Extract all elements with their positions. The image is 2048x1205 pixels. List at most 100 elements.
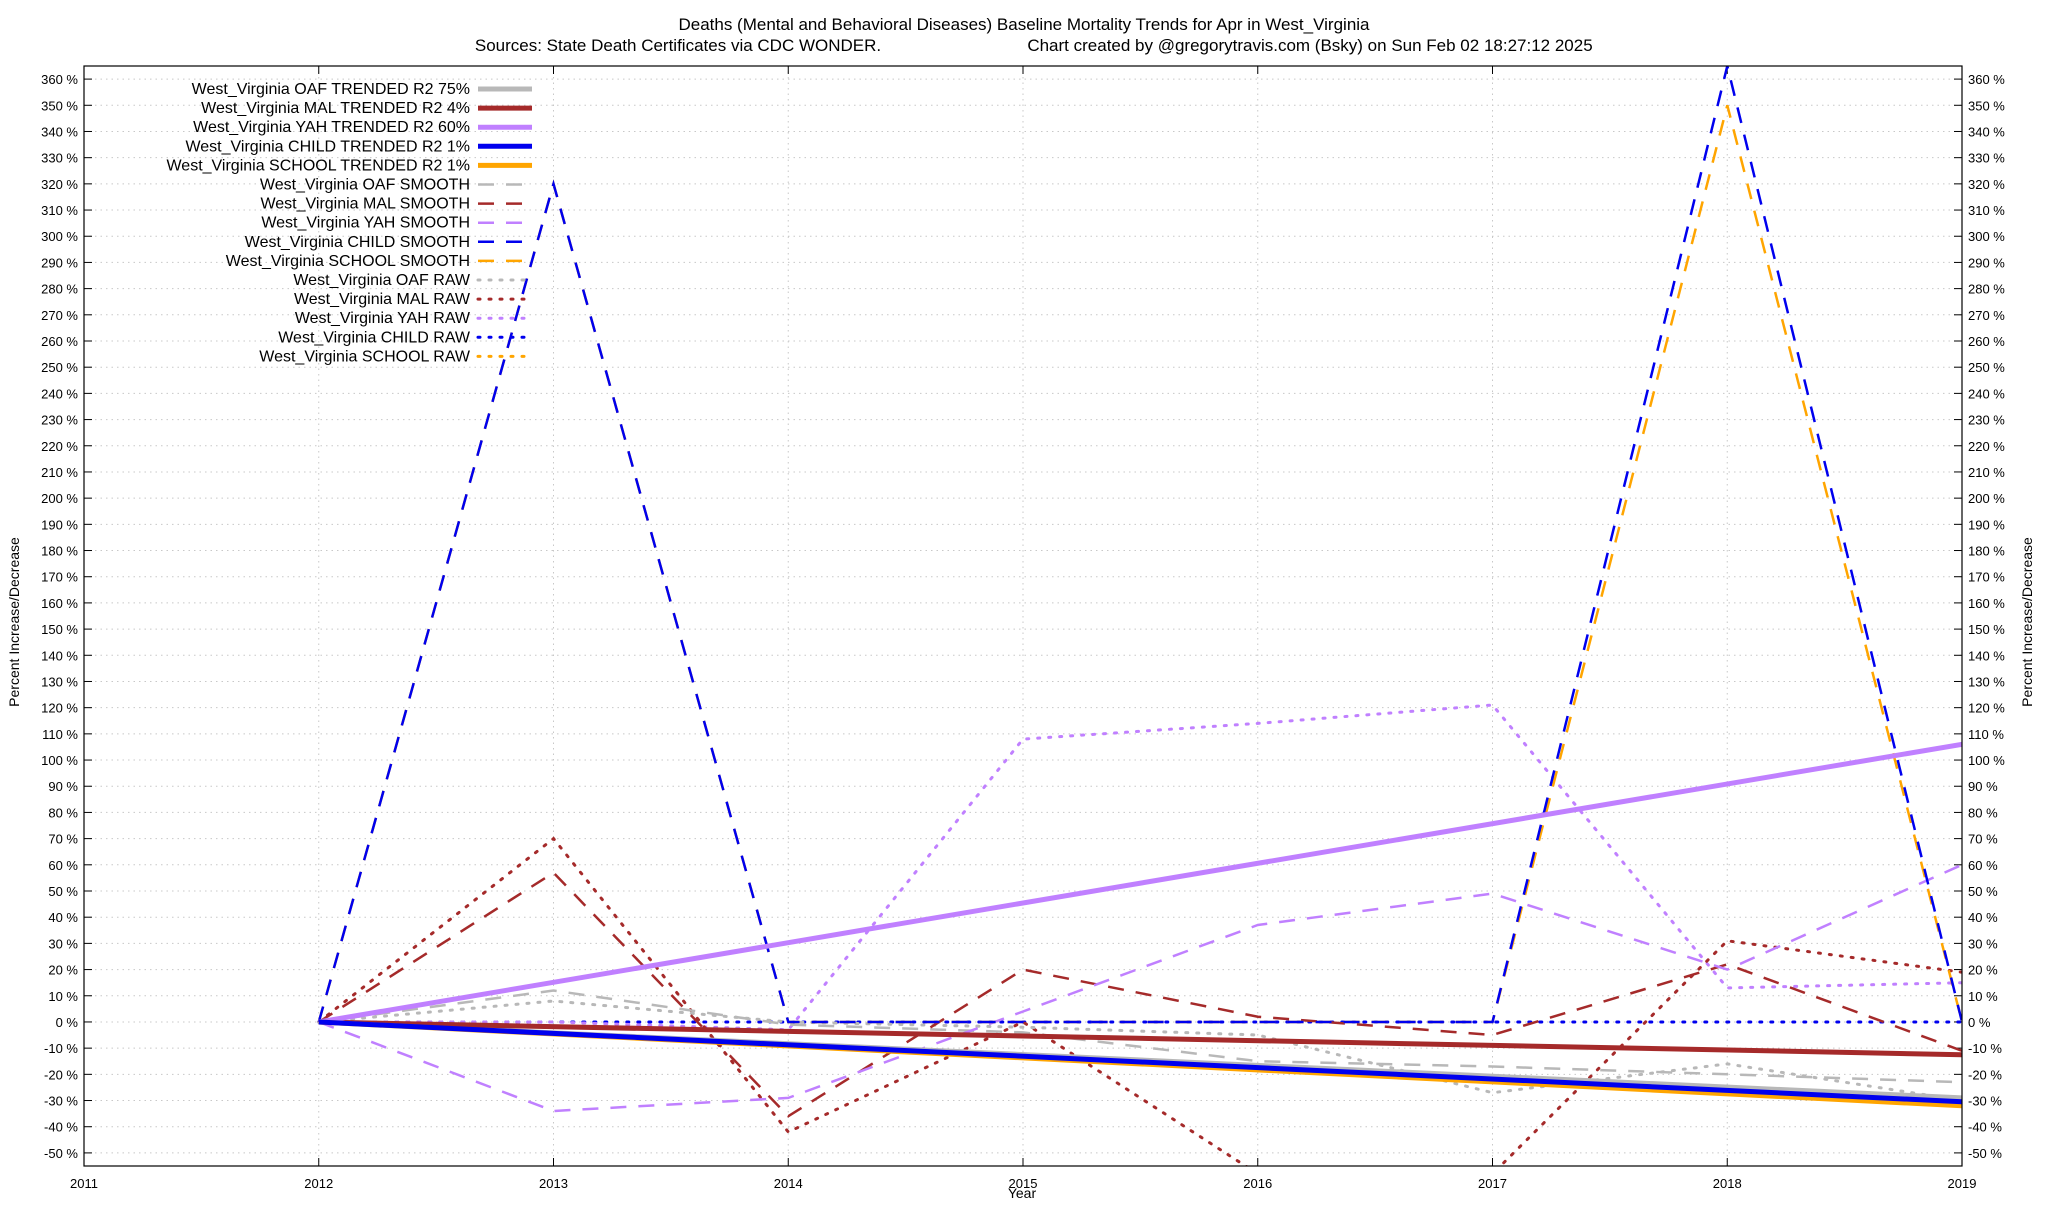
y-tick-label-right: 350 %	[1968, 98, 2005, 113]
y-tick-label-right: 60 %	[1968, 858, 1998, 873]
y-tick-label-left: 350 %	[41, 98, 78, 113]
y-tick-label-right: -40 %	[1968, 1120, 2002, 1135]
y-tick-label-right: 180 %	[1968, 544, 2005, 559]
legend-label: West_Virginia YAH RAW	[295, 310, 471, 327]
series-line-west-virginia-yah-raw	[317, 703, 1962, 1032]
series-line-west-virginia-mal-raw	[317, 836, 1962, 1166]
series-line-west-virginia-yah-smooth	[318, 863, 1962, 1113]
y-axis-label-right: Percent Increase/Decrease	[2019, 537, 2035, 707]
legend-label: West_Virginia CHILD TRENDED R2 1%	[185, 138, 470, 155]
y-tick-label-right: 230 %	[1968, 413, 2005, 428]
y-tick-label-left: 270 %	[41, 308, 78, 323]
y-tick-label-left: 210 %	[41, 465, 78, 480]
y-tick-label-left: 0 %	[56, 1015, 79, 1030]
y-tick-label-right: 80 %	[1968, 805, 1998, 820]
legend-label: West_Virginia OAF SMOOTH	[260, 177, 470, 194]
legend-label: West_Virginia OAF TRENDED R2 75%	[192, 81, 470, 98]
legend-label: West_Virginia MAL TRENDED R2 4%	[201, 100, 470, 117]
y-tick-label-left: 340 %	[41, 124, 78, 139]
y-tick-label-left: 30 %	[48, 936, 78, 951]
y-tick-label-right: 50 %	[1968, 884, 1998, 899]
y-tick-label-left: 330 %	[41, 151, 78, 166]
y-tick-label-left: 80 %	[48, 805, 78, 820]
axis-ticks: -50 % -50 % -40 % -40 % -30 % -30 % -20 % -20 %…	[41, 66, 2005, 1191]
y-tick-label-right: 30 %	[1968, 936, 1998, 951]
y-tick-label-left: 90 %	[48, 779, 78, 794]
series-line-west-virginia-oaf-raw	[317, 999, 1962, 1102]
y-tick-label-right: 280 %	[1968, 282, 2005, 297]
x-axis-label: Year	[1008, 1185, 1037, 1200]
y-axis-label-left: Percent Increase/Decrease	[6, 537, 22, 707]
y-tick-label-left: 180 %	[41, 544, 78, 559]
plot-frame	[83, 65, 1963, 1167]
y-tick-label-left: -40 %	[44, 1120, 78, 1135]
y-tick-label-right: 300 %	[1968, 229, 2005, 244]
y-tick-label-left: 160 %	[41, 596, 78, 611]
y-tick-label-left: -20 %	[44, 1067, 78, 1082]
legend-label: West_Virginia SCHOOL RAW	[259, 348, 471, 365]
y-tick-label-right: -50 %	[1968, 1146, 2002, 1161]
y-tick-label-right: 210 %	[1968, 465, 2005, 480]
legend-label: West_Virginia YAH SMOOTH	[261, 215, 470, 232]
y-tick-label-left: 260 %	[41, 334, 78, 349]
y-tick-label-left: 230 %	[41, 413, 78, 428]
y-tick-label-left: 190 %	[41, 517, 78, 532]
y-tick-label-right: 360 %	[1968, 72, 2005, 87]
y-tick-label-right: 190 %	[1968, 517, 2005, 532]
y-tick-label-left: 240 %	[41, 386, 78, 401]
y-tick-label-left: 200 %	[41, 491, 78, 506]
y-tick-label-right: 250 %	[1968, 360, 2005, 375]
y-tick-label-right: 240 %	[1968, 386, 2005, 401]
y-tick-label-left: 50 %	[48, 884, 78, 899]
y-tick-label-right: 140 %	[1968, 648, 2005, 663]
y-tick-label-left: 300 %	[41, 229, 78, 244]
y-tick-label-left: 150 %	[41, 622, 78, 637]
y-tick-label-left: 250 %	[41, 360, 78, 375]
series-line-west-virginia-oaf-smooth	[318, 989, 1962, 1084]
y-tick-label-right: 270 %	[1968, 308, 2005, 323]
x-tick-label: 2017	[1478, 1176, 1507, 1191]
y-tick-label-right: 160 %	[1968, 596, 2005, 611]
y-tick-label-right: 20 %	[1968, 963, 1998, 978]
x-tick-label: 2015	[1009, 1176, 1038, 1191]
y-tick-label-left: 70 %	[48, 832, 78, 847]
y-tick-label-right: 150 %	[1968, 622, 2005, 637]
y-tick-label-left: 320 %	[41, 177, 78, 192]
y-tick-label-right: 310 %	[1968, 203, 2005, 218]
y-tick-label-right: 330 %	[1968, 151, 2005, 166]
chart-title: Deaths (Mental and Behavioral Diseases) …	[678, 15, 1370, 34]
chart-subtitle-credit: Chart created by @gregorytravis.com (Bsk…	[1027, 36, 1592, 55]
y-tick-label-left: 360 %	[41, 72, 78, 87]
y-tick-label-right: 170 %	[1968, 570, 2005, 585]
series-lines	[317, 66, 1962, 1166]
y-tick-label-right: 40 %	[1968, 910, 1998, 925]
y-tick-label-left: 100 %	[41, 753, 78, 768]
y-tick-label-left: -50 %	[44, 1146, 78, 1161]
x-tick-label: 2014	[774, 1176, 803, 1191]
y-tick-label-left: 140 %	[41, 648, 78, 663]
legend-label: West_Virginia SCHOOL SMOOTH	[226, 253, 470, 270]
series-line-west-virginia-yah-trended-r2-60	[318, 741, 1962, 1025]
legend-label: West_Virginia OAF RAW	[293, 272, 471, 289]
legend-label: West_Virginia SCHOOL TRENDED R2 1%	[166, 157, 470, 174]
y-tick-label-right: 320 %	[1968, 177, 2005, 192]
x-tick-label: 2011	[70, 1176, 98, 1191]
y-tick-label-left: 60 %	[48, 858, 78, 873]
y-tick-label-right: 260 %	[1968, 334, 2005, 349]
legend: West_Virginia OAF TRENDED R2 75% West_Vir…	[166, 81, 534, 365]
legend-label: West_Virginia CHILD SMOOTH	[245, 234, 470, 251]
chart-subtitle-sources: Sources: State Death Certificates via CD…	[475, 36, 881, 55]
y-tick-label-left: -10 %	[44, 1041, 78, 1056]
y-tick-label-right: 90 %	[1968, 779, 1998, 794]
y-tick-label-left: 40 %	[48, 910, 78, 925]
series-line-west-virginia-child-trended-r2-1	[318, 1019, 1962, 1105]
y-tick-label-left: 280 %	[41, 282, 78, 297]
series-line-west-virginia-child-smooth	[317, 66, 1962, 1024]
x-tick-label: 2013	[539, 1176, 568, 1191]
y-tick-label-right: 100 %	[1968, 753, 2005, 768]
y-tick-label-left: 110 %	[42, 727, 78, 742]
y-tick-label-right: -30 %	[1968, 1094, 2002, 1109]
y-tick-label-right: -10 %	[1968, 1041, 2002, 1056]
